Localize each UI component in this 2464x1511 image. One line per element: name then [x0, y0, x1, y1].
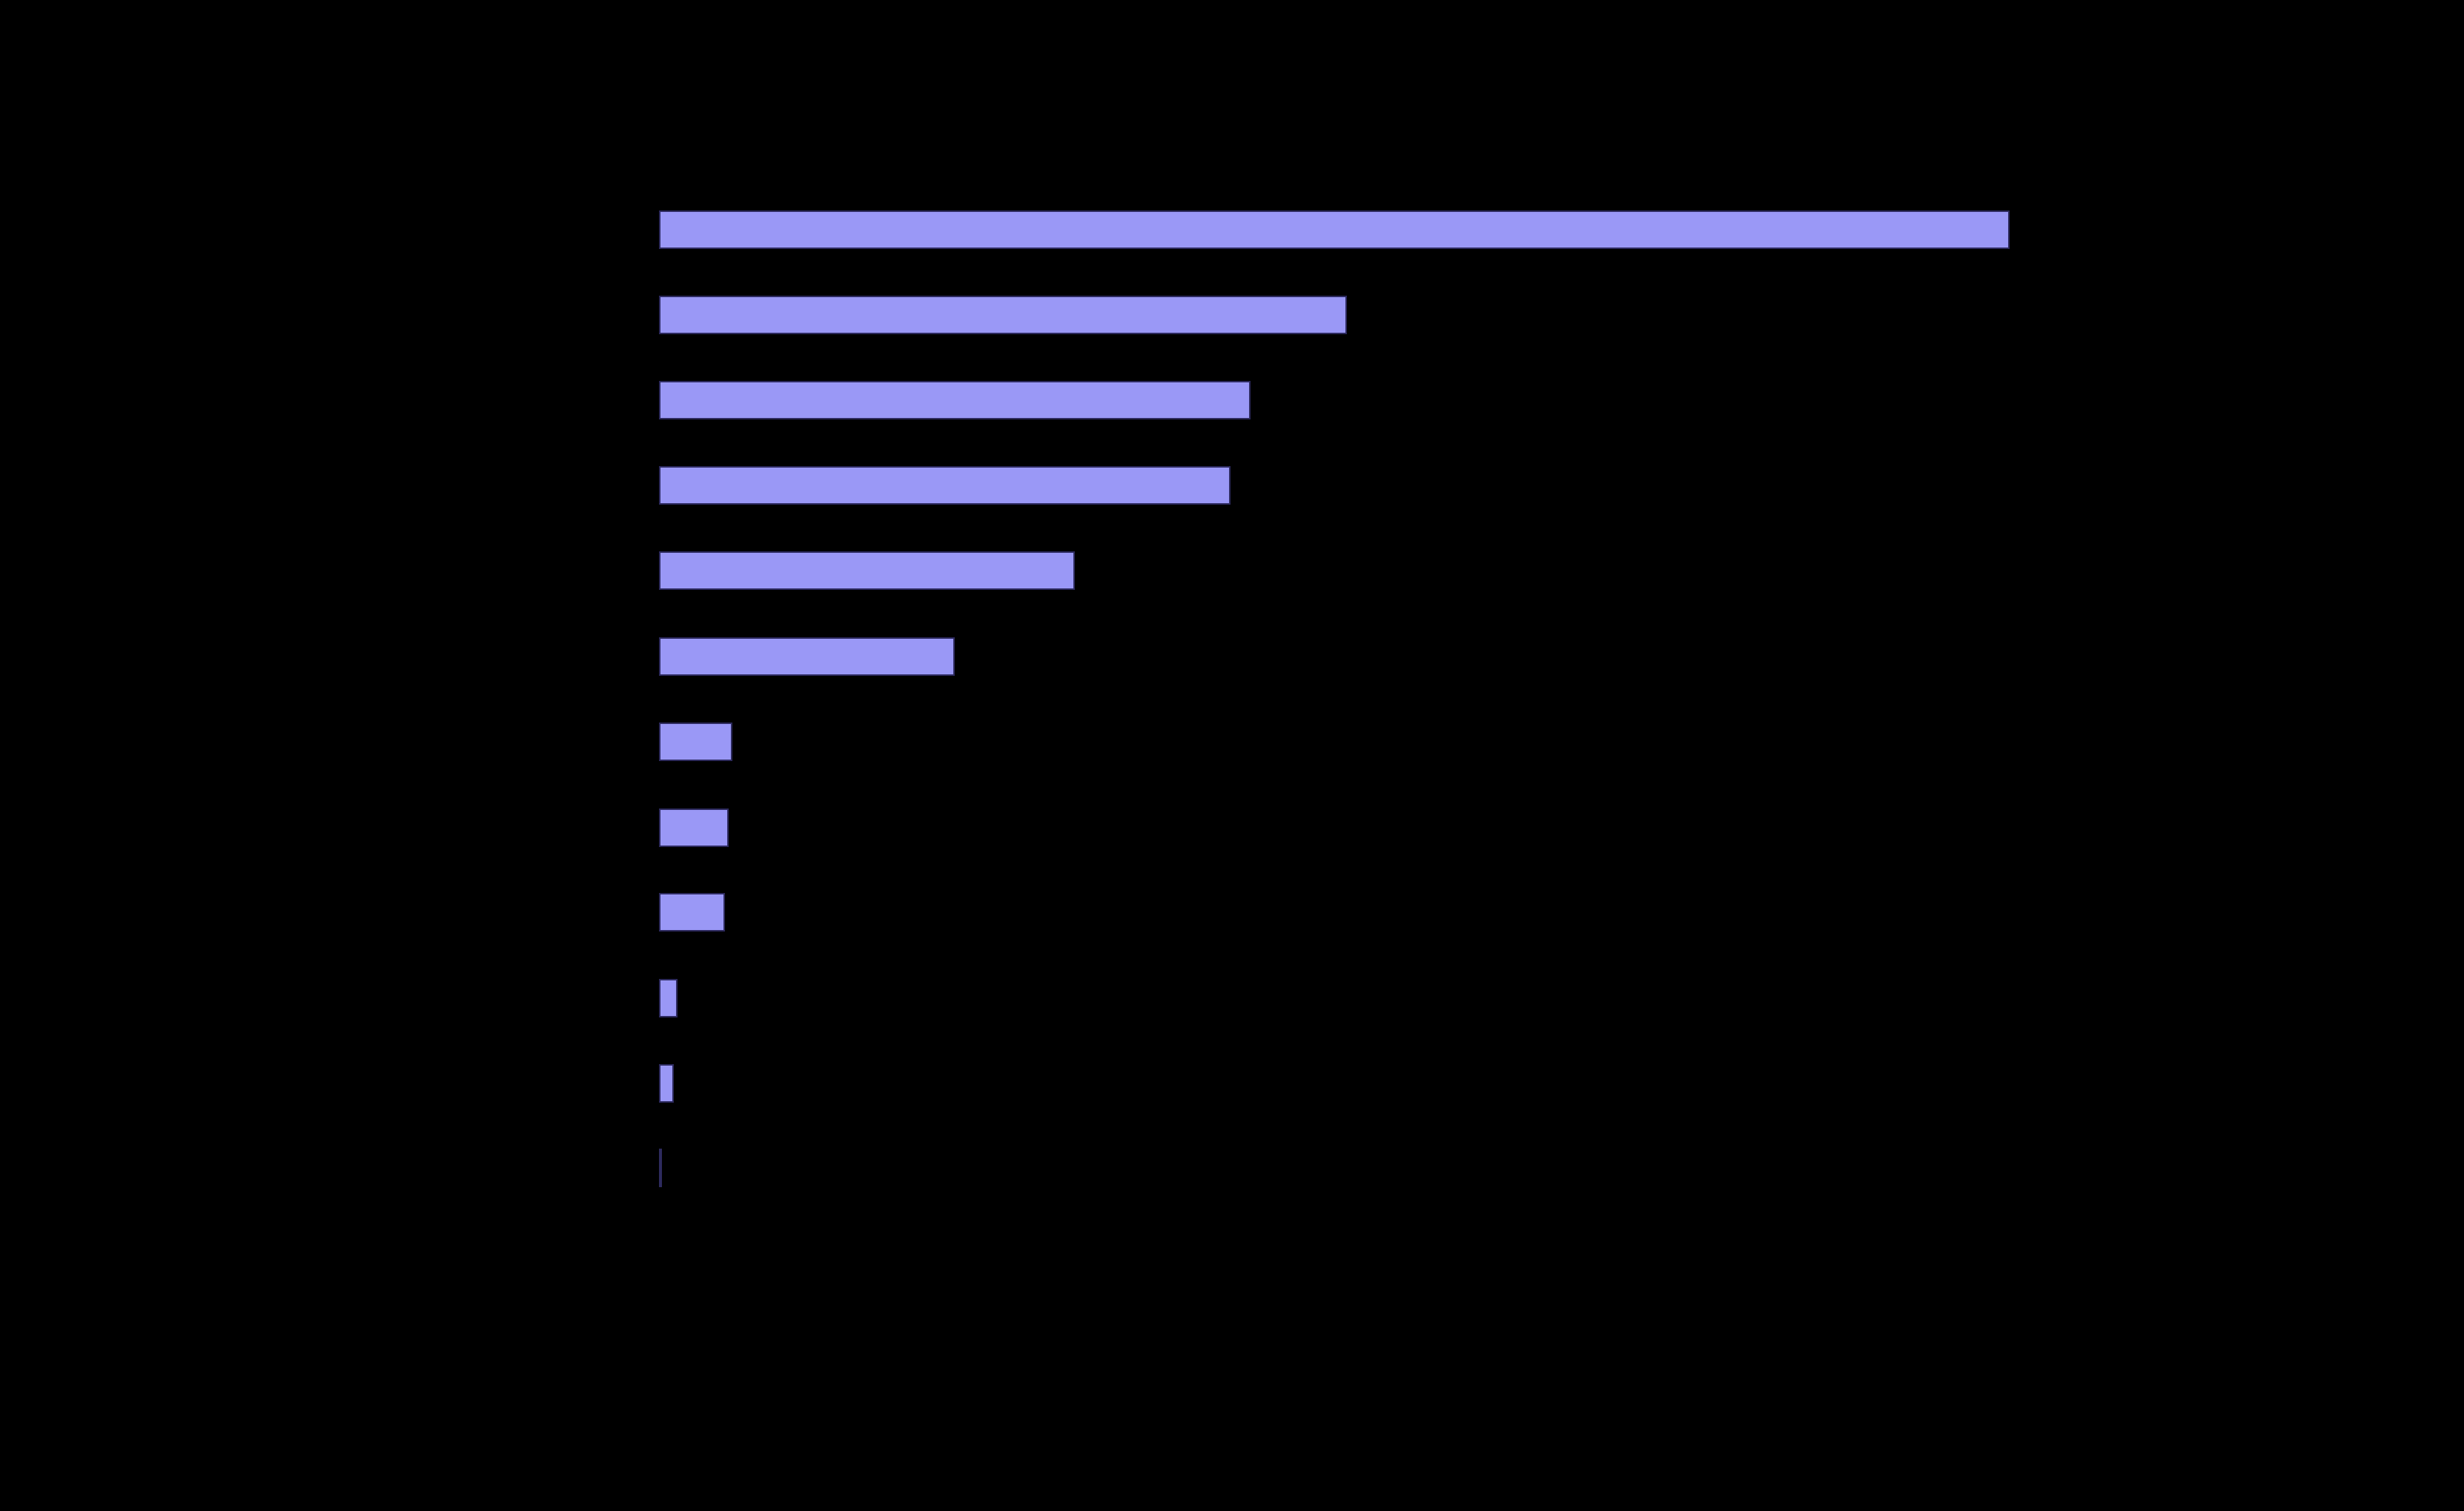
bar — [659, 893, 725, 931]
bar — [659, 210, 2010, 249]
bar — [659, 637, 955, 676]
bar — [659, 296, 1347, 334]
bar — [659, 808, 729, 847]
bar — [659, 466, 1231, 505]
bar — [659, 381, 1251, 419]
bar — [659, 979, 678, 1017]
bar — [659, 1149, 662, 1187]
bar — [659, 551, 1075, 590]
bar — [659, 1064, 674, 1103]
bar — [659, 723, 732, 761]
